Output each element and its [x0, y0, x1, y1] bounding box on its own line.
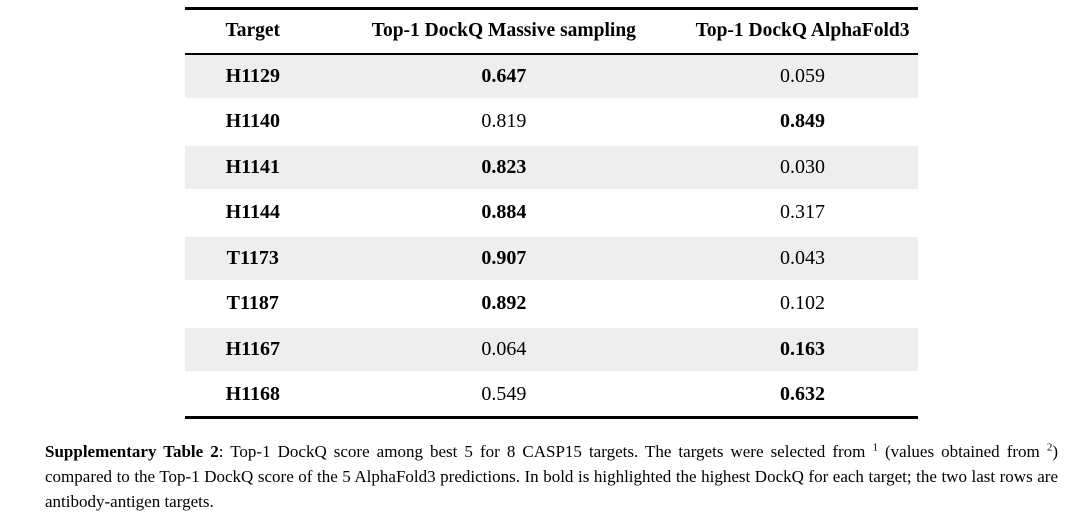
massive-sampling-cell: 0.647 [320, 52, 688, 100]
table-header-row: Target Top-1 DockQ Massive sampling Top-… [185, 8, 918, 55]
caption-text-2: (values obtained from [877, 442, 1047, 461]
caption-text-1: : Top-1 DockQ score among best 5 for 8 C… [218, 442, 873, 461]
alphafold3-cell: 0.043 [687, 234, 918, 282]
massive-sampling-cell: 0.064 [320, 325, 688, 373]
table-header: Target Top-1 DockQ Massive sampling Top-… [185, 8, 918, 55]
col-header-massive-sampling: Top-1 DockQ Massive sampling [320, 8, 688, 55]
alphafold3-cell: 0.632 [687, 371, 918, 419]
target-cell: H1129 [185, 52, 321, 100]
alphafold3-cell: 0.163 [687, 325, 918, 373]
table-row: H1168 0.549 0.632 [185, 371, 918, 419]
massive-sampling-cell: 0.884 [320, 189, 688, 237]
table-row: H1167 0.064 0.163 [185, 325, 918, 373]
alphafold3-cell: 0.849 [687, 98, 918, 146]
caption-reference-2: 2 [1046, 441, 1053, 454]
target-cell: H1140 [185, 98, 321, 146]
massive-sampling-cell: 0.819 [320, 98, 688, 146]
target-cell: T1173 [185, 234, 321, 282]
dockq-scores-table: Target Top-1 DockQ Massive sampling Top-… [185, 7, 918, 419]
target-cell: T1187 [185, 280, 321, 328]
alphafold3-cell: 0.030 [687, 143, 918, 191]
table-row: H1144 0.884 0.317 [185, 189, 918, 237]
table-body: H1129 0.647 0.059 H1140 0.819 0.849 H114… [185, 52, 918, 419]
table-caption: Supplementary Table 2: Top-1 DockQ score… [45, 439, 1058, 514]
target-cell: H1141 [185, 143, 321, 191]
massive-sampling-cell: 0.823 [320, 143, 688, 191]
caption-text-3: ) compared to the Top-1 DockQ score of t… [45, 442, 1058, 511]
caption-reference-1: 1 [872, 441, 878, 454]
table-row: H1140 0.819 0.849 [185, 98, 918, 146]
table-row: T1187 0.892 0.102 [185, 280, 918, 328]
caption-label: Supplementary Table 2 [45, 442, 219, 461]
massive-sampling-cell: 0.907 [320, 234, 688, 282]
col-header-target: Target [185, 8, 321, 55]
massive-sampling-cell: 0.892 [320, 280, 688, 328]
target-cell: H1144 [185, 189, 321, 237]
massive-sampling-cell: 0.549 [320, 371, 688, 419]
alphafold3-cell: 0.059 [687, 52, 918, 100]
alphafold3-cell: 0.317 [687, 189, 918, 237]
col-header-alphafold3: Top-1 DockQ AlphaFold3 [687, 8, 918, 55]
target-cell: H1168 [185, 371, 321, 419]
table-row: T1173 0.907 0.043 [185, 234, 918, 282]
target-cell: H1167 [185, 325, 321, 373]
alphafold3-cell: 0.102 [687, 280, 918, 328]
table-row: H1129 0.647 0.059 [185, 52, 918, 100]
table-row: H1141 0.823 0.030 [185, 143, 918, 191]
